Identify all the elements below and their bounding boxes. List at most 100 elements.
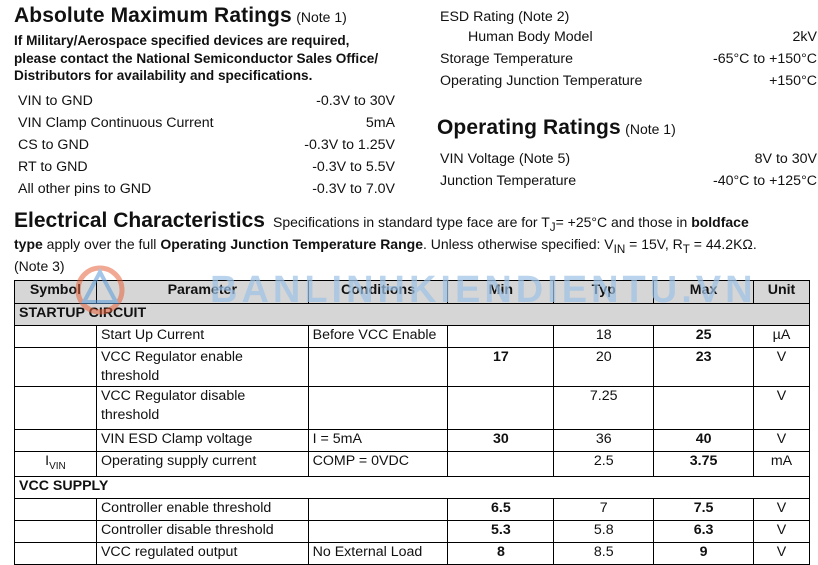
rating-label: VIN Voltage (Note 5) bbox=[440, 151, 571, 167]
warning-line: please contact the National Semiconducto… bbox=[14, 50, 379, 66]
section-title: STARTUP CIRCUIT bbox=[14, 303, 810, 326]
col-header-parameter: Parameter bbox=[95, 280, 309, 304]
cell-parameter: Operating supply current bbox=[95, 451, 309, 477]
ec-desc-bold: Operating Junction Temperature Range bbox=[160, 235, 423, 252]
cell-symbol bbox=[14, 386, 97, 430]
rating-value: -0.3V to 7.0V bbox=[312, 181, 395, 197]
op-ratings-title: Operating Ratings bbox=[437, 116, 621, 139]
cell-unit: V bbox=[753, 519, 810, 543]
rating-label: Human Body Model bbox=[468, 29, 593, 45]
cell-max: 3.75 bbox=[653, 451, 754, 477]
rating-label: CS to GND bbox=[18, 137, 89, 153]
rating-value: 5mA bbox=[365, 115, 395, 131]
table-row: IVIN Operating supply current COMP = 0VD… bbox=[14, 451, 810, 477]
cell-conditions bbox=[307, 497, 449, 521]
col-header-max: Max bbox=[653, 280, 754, 304]
cell-conditions: I = 5mA bbox=[307, 429, 449, 452]
rating-row: Storage Temperature -65°C to +150°C bbox=[440, 48, 817, 70]
rating-value: -0.3V to 30V bbox=[316, 93, 395, 109]
rating-row: Human Body Model 2kV bbox=[440, 26, 817, 48]
rating-label: Storage Temperature bbox=[440, 51, 574, 67]
cell-parameter: Controller disable threshold bbox=[95, 519, 309, 543]
ec-desc-text: = 15V, R bbox=[625, 235, 683, 252]
table-row: Controller enable threshold 6.5 7 7.5 V bbox=[14, 497, 810, 521]
cell-symbol bbox=[14, 429, 97, 452]
ec-description: Electrical Characteristics Specifications… bbox=[14, 209, 810, 275]
op-ratings-heading: Operating Ratings (Note 1) bbox=[437, 116, 676, 140]
rating-value: 2kV bbox=[792, 29, 817, 45]
symbol-sub: VIN bbox=[49, 460, 66, 472]
abs-max-heading: Absolute Maximum Ratings (Note 1) bbox=[14, 4, 347, 28]
rating-value: 8V to 30V bbox=[754, 151, 817, 167]
cell-typ: 7.25 bbox=[553, 386, 655, 430]
cell-parameter: Start Up Current bbox=[95, 325, 309, 348]
rating-value: -65°C to +150°C bbox=[712, 51, 817, 67]
rating-row: RT to GND -0.3V to 5.5V bbox=[18, 156, 395, 178]
cell-typ: 20 bbox=[553, 347, 655, 387]
rating-label: All other pins to GND bbox=[18, 181, 152, 197]
cell-conditions bbox=[307, 386, 449, 430]
rating-row: Junction Temperature -40°C to +125°C bbox=[440, 170, 817, 192]
ec-desc-bold: type bbox=[14, 235, 43, 252]
section-row: VCC SUPPLY bbox=[14, 475, 810, 499]
cell-parameter: VCC Regulator disable threshold bbox=[95, 386, 309, 430]
cell-min: 5.3 bbox=[447, 519, 555, 543]
ec-desc-text: Specifications in standard type face are… bbox=[272, 214, 550, 230]
ec-desc-bold: boldface bbox=[691, 214, 749, 230]
section-row: STARTUP CIRCUIT bbox=[14, 303, 810, 326]
col-header-unit: Unit bbox=[753, 280, 810, 304]
cell-conditions bbox=[307, 347, 449, 387]
cell-unit: V bbox=[753, 497, 810, 521]
cell-symbol bbox=[14, 347, 97, 387]
cell-max: 6.3 bbox=[653, 519, 754, 543]
cell-min: 17 bbox=[447, 347, 555, 387]
table-row: VIN ESD Clamp voltage I = 5mA 30 36 40 V bbox=[14, 429, 810, 452]
section-title: VCC SUPPLY bbox=[14, 475, 810, 499]
military-warning: If Military/Aerospace specified devices … bbox=[14, 32, 404, 85]
ec-desc-text: = +25°C and those in bbox=[555, 214, 692, 230]
cell-symbol bbox=[14, 519, 97, 543]
cell-symbol bbox=[14, 497, 97, 521]
cell-min bbox=[447, 451, 555, 477]
cell-typ: 7 bbox=[553, 497, 655, 521]
ec-header-row: Symbol Parameter Conditions Min Typ Max … bbox=[14, 280, 810, 304]
abs-max-title: Absolute Maximum Ratings bbox=[14, 4, 292, 27]
rating-label: Junction Temperature bbox=[440, 173, 577, 189]
cell-parameter: VIN ESD Clamp voltage bbox=[95, 429, 309, 452]
rating-label: VIN to GND bbox=[18, 93, 93, 109]
cell-unit: µA bbox=[753, 325, 810, 348]
cell-typ: 5.8 bbox=[553, 519, 655, 543]
cell-conditions bbox=[307, 519, 449, 543]
rating-row: VIN Voltage (Note 5) 8V to 30V bbox=[440, 148, 817, 170]
cell-unit: V bbox=[753, 429, 810, 452]
cell-typ: 18 bbox=[553, 325, 655, 348]
cell-typ: 36 bbox=[553, 429, 655, 452]
cell-unit: V bbox=[753, 386, 810, 430]
col-header-symbol: Symbol bbox=[14, 280, 97, 304]
rating-row: VIN Clamp Continuous Current 5mA bbox=[18, 112, 395, 134]
cell-max: 25 bbox=[653, 325, 754, 348]
rating-row: ESD Rating (Note 2) bbox=[440, 6, 817, 28]
cell-unit: mA bbox=[753, 451, 810, 477]
cell-conditions: COMP = 0VDC bbox=[307, 451, 449, 477]
rating-row: CS to GND -0.3V to 1.25V bbox=[18, 134, 395, 156]
col-header-typ: Typ bbox=[553, 280, 655, 304]
cell-min: 6.5 bbox=[447, 497, 555, 521]
cell-conditions: Before VCC Enable bbox=[307, 325, 449, 348]
cell-symbol bbox=[14, 325, 97, 348]
rating-value: -0.3V to 1.25V bbox=[304, 137, 395, 153]
table-row: Start Up Current Before VCC Enable 18 25… bbox=[14, 325, 810, 348]
ec-desc-text: . Unless otherwise specified: V bbox=[422, 235, 614, 252]
cell-symbol: IVIN bbox=[14, 451, 97, 477]
cell-min bbox=[447, 386, 555, 430]
table-row: VCC Regulator enable threshold 17 20 23 … bbox=[14, 347, 810, 387]
ec-desc-sub: T bbox=[682, 242, 690, 256]
table-row: Controller disable threshold 5.3 5.8 6.3… bbox=[14, 519, 810, 543]
ec-title: Electrical Characteristics bbox=[14, 209, 265, 232]
cell-max: 7.5 bbox=[653, 497, 754, 521]
rating-value: +150°C bbox=[769, 73, 817, 89]
warning-line: Distributors for availability and specif… bbox=[14, 68, 313, 84]
rating-label: ESD Rating (Note 2) bbox=[440, 9, 570, 25]
cell-min bbox=[447, 325, 555, 348]
op-ratings-note: (Note 1) bbox=[625, 121, 676, 137]
